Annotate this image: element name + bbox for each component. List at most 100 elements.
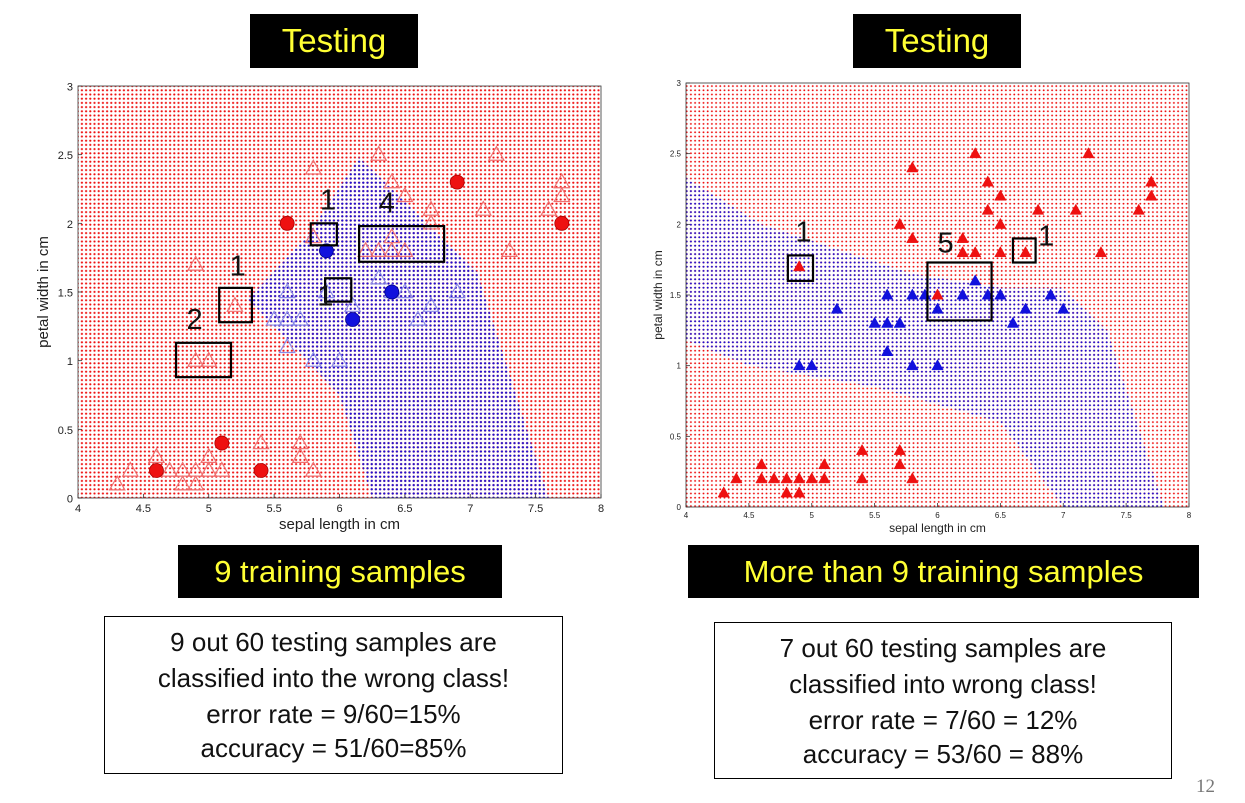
note-line: error rate = 7/60 = 12% — [808, 705, 1078, 735]
y-tick-label: 0.5 — [670, 432, 682, 441]
testing-red-point — [906, 231, 919, 243]
y-tick-label: 2 — [677, 220, 682, 229]
testing-red-point — [200, 461, 218, 477]
testing-red-point — [906, 472, 919, 484]
testing-red-point — [540, 200, 558, 216]
testing-red-point — [893, 217, 906, 229]
testing-red-point — [187, 461, 205, 477]
note-line: 9 out 60 testing samples are — [170, 627, 497, 657]
x-tick-label: 5.5 — [869, 511, 881, 520]
training-blue-point — [319, 243, 334, 259]
error-annotation-box — [926, 261, 993, 322]
error-annotation-box — [218, 286, 253, 324]
testing-red-point — [818, 458, 831, 470]
testing-blue-point — [396, 282, 414, 299]
testing-red-point — [357, 241, 375, 257]
training-red-point — [279, 215, 295, 231]
right-plot-title: Testing — [853, 14, 1021, 68]
blue-decision-region — [686, 177, 1164, 507]
error-annotation-box — [786, 254, 815, 282]
x-tick-label: 4.5 — [743, 511, 755, 520]
testing-blue-point — [830, 302, 844, 314]
error-annotation-box — [358, 224, 446, 263]
testing-red-point — [1019, 246, 1032, 258]
testing-red-point — [108, 475, 126, 491]
right-result-note: 7 out 60 testing samples are classified … — [714, 622, 1172, 779]
note-line: accuracy = 53/60 = 88% — [802, 739, 1084, 769]
error-count-label: 1 — [320, 185, 336, 217]
testing-red-point — [213, 461, 231, 477]
training-blue-point — [384, 284, 400, 300]
y-tick-label: 2.5 — [670, 150, 682, 159]
testing-red-point — [969, 147, 982, 159]
x-axis-label: sepal length in cm — [889, 521, 986, 535]
testing-blue-point — [291, 310, 309, 326]
testing-blue-point — [906, 288, 919, 300]
testing-red-point — [893, 443, 906, 455]
testing-blue-point — [931, 302, 944, 314]
testing-red-point — [730, 472, 743, 484]
testing-red-point — [187, 351, 205, 367]
testing-blue-point — [805, 359, 818, 371]
testing-red-point — [818, 472, 831, 484]
testing-red-point — [383, 172, 401, 189]
x-tick-label: 7.5 — [1121, 511, 1133, 520]
error-annotation-box — [309, 222, 338, 247]
x-tick-label: 4.5 — [136, 503, 151, 515]
testing-red-point — [969, 246, 982, 258]
testing-red-point — [805, 472, 818, 484]
x-tick-label: 6.5 — [397, 503, 412, 515]
error-count-label: 1 — [317, 281, 333, 313]
testing-red-point — [767, 472, 781, 484]
testing-red-point — [780, 486, 793, 498]
y-tick-label: 2 — [67, 219, 73, 231]
testing-red-point — [755, 472, 768, 484]
testing-blue-point — [304, 351, 322, 367]
testing-blue-point — [370, 269, 388, 285]
testing-red-point — [793, 472, 806, 484]
testing-blue-point — [265, 310, 283, 326]
left-scatter-plot: 4 4.5 5 5.5 6 6.5 7 7.5 8 0 0.5 1 1.5 2 2.5 3 sepal leng… — [35, 82, 604, 534]
x-tick-label: 5 — [206, 503, 212, 515]
training-red-point — [253, 463, 269, 478]
testing-blue-point — [994, 288, 1007, 300]
y-tick-label: 3 — [67, 82, 73, 94]
training-red-point — [554, 215, 570, 231]
left-caption: 9 training samples — [178, 545, 502, 598]
testing-red-point — [855, 443, 869, 455]
testing-red-point — [187, 475, 205, 491]
x-tick-label: 7 — [1061, 511, 1066, 520]
testing-blue-point — [881, 316, 894, 328]
testing-red-point — [121, 461, 139, 477]
testing-red-point — [717, 486, 730, 498]
training-blue-point — [345, 312, 360, 327]
y-tick-label: 0 — [67, 494, 73, 506]
testing-blue-point — [409, 310, 427, 326]
testing-red-point — [981, 175, 994, 187]
testing-blue-point — [881, 288, 894, 300]
error-count-label: 1 — [1038, 221, 1054, 253]
testing-blue-point — [893, 316, 906, 328]
testing-red-point — [147, 447, 166, 463]
y-tick-label: 1.5 — [58, 288, 73, 300]
testing-red-point — [500, 241, 519, 257]
x-tick-label: 4 — [75, 503, 81, 515]
testing-red-point — [1145, 189, 1158, 201]
testing-red-point — [994, 217, 1007, 229]
note-line: classified into wrong class! — [789, 669, 1097, 699]
testing-blue-point — [278, 310, 296, 326]
testing-blue-point — [422, 296, 440, 312]
note-line: 7 out 60 testing samples are — [779, 633, 1107, 663]
x-tick-label: 6.5 — [995, 511, 1007, 520]
testing-blue-point — [906, 359, 919, 371]
testing-red-point — [200, 447, 218, 463]
y-axis-label: petal width in cm — [651, 250, 665, 339]
testing-red-point — [1132, 203, 1145, 215]
testing-red-point — [474, 200, 492, 216]
testing-red-point — [1031, 203, 1045, 215]
error-count-label: 5 — [938, 228, 954, 260]
testing-red-point — [981, 203, 994, 215]
testing-red-point — [755, 458, 768, 470]
training-red-point — [214, 435, 230, 451]
x-tick-label: 6 — [935, 511, 940, 520]
